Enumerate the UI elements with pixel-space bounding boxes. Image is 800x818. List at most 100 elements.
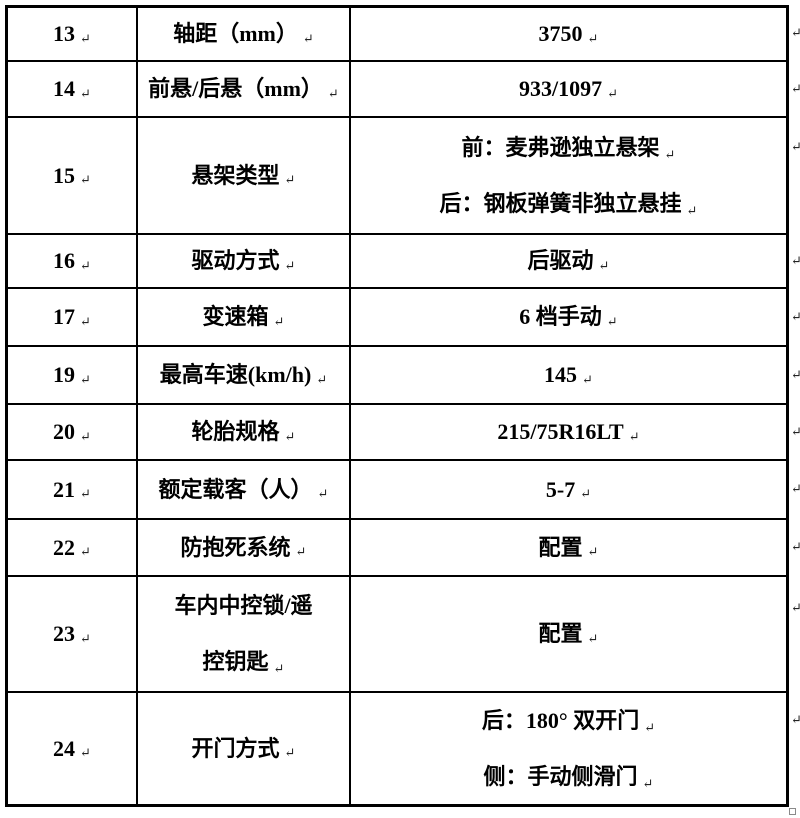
row-number: 23 [53,621,76,646]
paragraph-mark-icon: ↵ [664,146,676,162]
table-row: 21 ↵ 额定载客（人） ↵ 5-7 ↵ [8,461,786,520]
spec-value: 3750 [538,21,583,46]
table-row: 22 ↵ 防抱死系统 ↵ 配置 ↵ [8,520,786,577]
row-number-cell[interactable]: 23 ↵ [8,577,138,691]
spec-name-cell[interactable]: 轴距（mm） ↵ [138,8,351,60]
row-number-cell[interactable]: 17 ↵ [8,289,138,345]
paragraph-mark-icon: ↵ [284,172,296,187]
row-number-cell[interactable]: 13 ↵ [8,8,138,60]
spec-value: 215/75R16LT [497,419,624,444]
paragraph-mark-icon: ↵ [607,85,619,101]
row-end-mark-icon: ↵ [791,367,800,382]
row-number: 22 [53,534,76,560]
paragraph-mark-icon: ↵ [80,371,91,387]
spec-name: 悬架类型 [191,162,280,188]
row-number: 19 [53,362,76,387]
spec-value-cell[interactable]: 后驱动 ↵ [351,235,786,287]
spec-name: 最高车速(km/h) [159,362,312,387]
spec-value-cell[interactable]: 配置 ↵ [351,520,786,575]
row-end-mark-icon: ↵ [791,600,800,615]
spec-name-cell[interactable]: 开门方式 ↵ [138,693,351,804]
spec-name-cell[interactable]: 驱动方式 ↵ [138,235,351,287]
table-row: 14 ↵ 前悬/后悬（mm） ↵ 933/1097 ↵ [8,62,786,118]
paragraph-mark-icon: ↵ [80,428,91,444]
spec-name-cell[interactable]: 额定载客（人） ↵ [138,461,351,518]
paragraph-mark-icon: ↵ [80,172,91,187]
spec-name: 变速箱 [202,304,269,329]
row-number-cell[interactable]: 24 ↵ [8,693,138,804]
spec-value-cell[interactable]: 前：麦弗逊独立悬架 ↵ 后：钢板弹簧非独立悬挂 ↵ [351,118,786,233]
paragraph-mark-icon: ↵ [80,745,91,760]
table-row: 13 ↵ 轴距（mm） ↵ 3750 ↵ [8,8,786,62]
paragraph-mark-icon: ↵ [302,30,314,46]
table-row: 24 ↵ 开门方式 ↵ 后：180° 双开门 ↵ 侧：手动侧滑门 ↵ [8,693,786,804]
table-row: 15 ↵ 悬架类型 ↵ 前：麦弗逊独立悬架 ↵ 后：钢板弹簧非独立悬挂 ↵ [8,118,786,235]
row-number: 13 [53,21,76,46]
spec-value-cell[interactable]: 后：180° 双开门 ↵ 侧：手动侧滑门 ↵ [351,693,786,804]
row-number: 16 [53,248,76,273]
spec-name-line: 控钥匙 ↵ [202,649,285,676]
paragraph-mark-icon: ↵ [284,257,296,273]
row-number-cell[interactable]: 21 ↵ [8,461,138,518]
paragraph-mark-icon: ↵ [80,257,91,273]
spec-name-cell[interactable]: 变速箱 ↵ [138,289,351,345]
paragraph-mark-icon: ↵ [317,486,329,501]
spec-value: 933/1097 [518,76,603,101]
paragraph-mark-icon: ↵ [628,428,640,444]
paragraph-mark-icon: ↵ [80,313,91,329]
row-end-mark-icon: ↵ [791,253,800,268]
spec-value-cell[interactable]: 3750 ↵ [351,8,786,60]
row-end-mark-icon: ↵ [791,81,800,96]
paragraph-mark-icon: ↵ [284,745,296,760]
spec-name: 额定载客（人） [158,476,313,502]
paragraph-mark-icon: ↵ [598,257,610,273]
row-number-cell[interactable]: 19 ↵ [8,347,138,403]
spec-value-cell[interactable]: 933/1097 ↵ [351,62,786,116]
spec-name-cell[interactable]: 车内中控锁/遥 控钥匙 ↵ [138,577,351,691]
spec-name: 驱动方式 [191,248,280,273]
spec-value: 145 [544,362,578,387]
spec-name: 轮胎规格 [191,419,280,444]
spec-value-cell[interactable]: 配置 ↵ [351,577,786,691]
paragraph-mark-icon: ↵ [580,486,592,501]
row-number-cell[interactable]: 16 ↵ [8,235,138,287]
spec-value-line: 前：麦弗逊独立悬架 ↵ [461,134,676,162]
table-resize-handle[interactable] [789,808,796,815]
paragraph-mark-icon: ↵ [587,544,599,559]
row-end-mark-icon: ↵ [791,712,800,727]
spec-name-cell[interactable]: 前悬/后悬（mm） ↵ [138,62,351,116]
spec-name-cell[interactable]: 防抱死系统 ↵ [138,520,351,575]
spec-value-line: 侧：手动侧滑门 ↵ [483,763,654,791]
paragraph-mark-icon: ↵ [273,661,285,676]
row-end-mark-icon: ↵ [791,424,800,439]
table-row: 19 ↵ 最高车速(km/h) ↵ 145 ↵ [8,347,786,405]
paragraph-mark-icon: ↵ [644,719,656,735]
spec-value-cell[interactable]: 6 档手动 ↵ [351,289,786,345]
spec-value-line: 后：180° 双开门 ↵ [481,707,656,735]
row-number-cell[interactable]: 15 ↵ [8,118,138,233]
spec-name-cell[interactable]: 轮胎规格 ↵ [138,405,351,459]
spec-value: 后驱动 [527,248,594,273]
paragraph-mark-icon: ↵ [582,371,593,387]
row-number: 20 [53,419,76,444]
row-number-cell[interactable]: 14 ↵ [8,62,138,116]
spec-name: 防抱死系统 [180,534,291,560]
spec-name: 轴距（mm） [173,21,298,46]
spec-value: 5-7 [545,476,576,502]
row-number-cell[interactable]: 20 ↵ [8,405,138,459]
paragraph-mark-icon: ↵ [80,630,91,646]
spec-name-cell[interactable]: 最高车速(km/h) ↵ [138,347,351,403]
spec-value-cell[interactable]: 5-7 ↵ [351,461,786,518]
spec-value-cell[interactable]: 145 ↵ [351,347,786,403]
spec-name: 开门方式 [191,735,280,761]
spec-value: 配置 [538,621,583,646]
row-number-cell[interactable]: 22 ↵ [8,520,138,575]
paragraph-mark-icon: ↵ [80,85,91,101]
paragraph-mark-icon: ↵ [295,544,307,559]
paragraph-mark-icon: ↵ [316,371,328,387]
paragraph-mark-icon: ↵ [273,313,285,329]
spec-name-cell[interactable]: 悬架类型 ↵ [138,118,351,233]
spec-table: 13 ↵ 轴距（mm） ↵ 3750 ↵ 14 ↵ 前悬/后悬（mm） ↵ [5,5,789,807]
spec-value-cell[interactable]: 215/75R16LT ↵ [351,405,786,459]
